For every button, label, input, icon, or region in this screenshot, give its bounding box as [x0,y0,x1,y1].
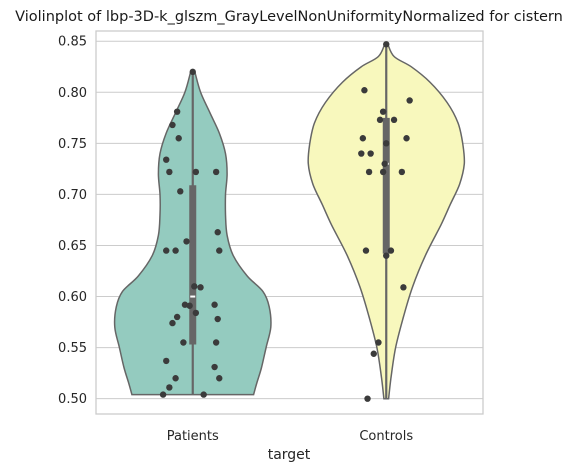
data-point [387,247,395,254]
y-tick-label: 0.65 [58,239,87,254]
y-tick-label: 0.85 [58,35,87,50]
x-tick-label: Patients [167,429,219,444]
data-point [192,168,200,176]
x-axis-label: target [268,447,311,463]
y-tick-label: 0.60 [58,290,87,305]
x-tick-label: Controls [359,429,413,444]
data-point [169,319,176,327]
data-point [390,116,398,124]
data-point [211,301,218,308]
x-tick-labels: Patients Controls [167,429,414,444]
data-point [166,168,173,176]
data-point [214,315,221,323]
data-point [358,150,365,157]
data-point [163,357,170,365]
data-point [175,135,182,142]
data-point [191,283,198,290]
data-point [375,339,382,346]
data-point [400,284,407,291]
data-point [359,135,367,142]
data-point [159,391,167,398]
data-points [159,41,413,402]
data-point [383,252,390,259]
data-point [361,87,368,94]
data-point [383,41,390,48]
data-point [173,108,181,115]
chart-title: Violinplot of lbp-3D-k_glszm_GrayLevelNo… [15,9,563,25]
data-point [398,168,406,176]
data-point [367,150,374,157]
data-point [166,384,173,391]
y-tick-labels: 0.50 0.55 0.60 0.65 0.70 0.75 0.80 0.85 [58,35,87,407]
data-point [180,339,187,346]
y-tick-label: 0.80 [58,86,87,101]
data-point [406,97,413,104]
data-point [212,339,220,346]
data-point [172,247,179,254]
data-point [197,284,204,291]
y-tick-label: 0.50 [58,392,87,407]
data-point [169,121,176,129]
data-point [379,108,387,115]
data-point [214,229,221,236]
data-point [172,375,179,382]
y-tick-label: 0.55 [58,341,87,356]
data-point [200,391,207,398]
data-point [383,140,390,147]
data-point [212,168,220,176]
data-point [216,247,223,254]
data-point [163,156,170,163]
median-patients [190,295,196,298]
data-point [379,168,387,176]
data-point [163,247,170,254]
plot-frame [95,30,484,415]
data-point [376,116,384,124]
data-point [173,313,181,321]
data-point [177,188,184,195]
data-point [192,309,200,317]
y-tick-label: 0.70 [58,188,87,203]
data-point [211,363,218,371]
data-point [403,135,410,142]
data-point [189,68,196,76]
data-point [381,160,388,167]
data-point [186,302,193,309]
violins [113,43,466,400]
data-point [370,350,377,357]
data-point [216,375,223,382]
y-tick-label: 0.75 [58,137,87,152]
data-point [365,168,373,176]
data-point [362,247,370,254]
data-point [364,395,371,402]
data-point [183,238,190,245]
